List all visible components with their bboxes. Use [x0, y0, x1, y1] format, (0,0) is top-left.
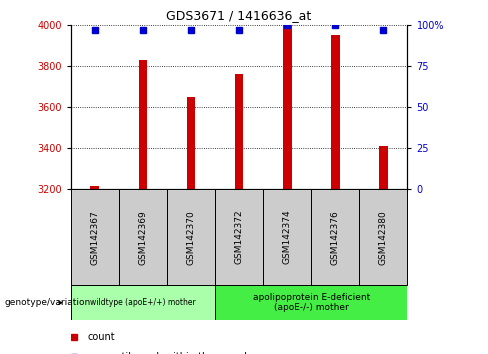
- Bar: [283, 25, 291, 189]
- Text: apolipoprotein E-deficient
(apoE-/-) mother: apolipoprotein E-deficient (apoE-/-) mot…: [253, 293, 370, 312]
- Bar: [235, 74, 244, 189]
- Bar: [379, 146, 388, 189]
- Text: wildtype (apoE+/+) mother: wildtype (apoE+/+) mother: [90, 298, 196, 307]
- Bar: [71, 189, 119, 285]
- Bar: [119, 189, 167, 285]
- Bar: [215, 285, 407, 320]
- Text: GSM142370: GSM142370: [186, 210, 196, 264]
- Text: GSM142372: GSM142372: [235, 210, 244, 264]
- Text: percentile rank within the sample: percentile rank within the sample: [88, 352, 253, 354]
- Bar: [139, 60, 147, 189]
- Text: GSM142376: GSM142376: [331, 210, 340, 264]
- Text: GSM142374: GSM142374: [283, 210, 292, 264]
- Bar: [215, 189, 263, 285]
- Bar: [71, 285, 215, 320]
- Bar: [90, 186, 99, 189]
- Bar: [263, 189, 311, 285]
- Bar: [167, 189, 215, 285]
- Title: GDS3671 / 1416636_at: GDS3671 / 1416636_at: [166, 9, 312, 22]
- Bar: [311, 189, 359, 285]
- Text: count: count: [88, 332, 115, 342]
- Text: GSM142369: GSM142369: [139, 210, 147, 264]
- Text: GSM142380: GSM142380: [379, 210, 388, 264]
- Bar: [331, 35, 340, 189]
- Bar: [187, 97, 195, 189]
- Bar: [359, 189, 407, 285]
- Text: GSM142367: GSM142367: [90, 210, 100, 264]
- Text: genotype/variation: genotype/variation: [5, 298, 91, 307]
